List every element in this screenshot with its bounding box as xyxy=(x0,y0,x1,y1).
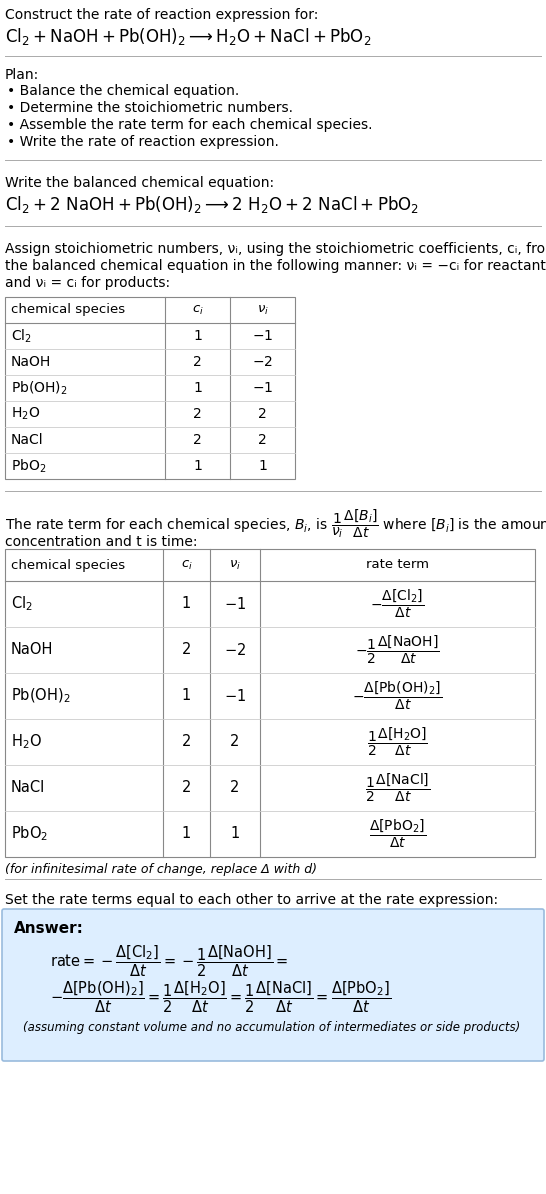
Text: (for infinitesimal rate of change, replace Δ with d): (for infinitesimal rate of change, repla… xyxy=(5,863,317,876)
Text: 1: 1 xyxy=(182,597,191,611)
Text: 2: 2 xyxy=(230,734,240,750)
Text: $-$1: $-$1 xyxy=(252,330,273,343)
Text: • Determine the stoichiometric numbers.: • Determine the stoichiometric numbers. xyxy=(7,101,293,115)
Text: NaCl: NaCl xyxy=(11,781,45,795)
Bar xyxy=(5,297,295,479)
Text: The rate term for each chemical species, $B_i$, is $\dfrac{1}{\nu_i}\dfrac{\Delt: The rate term for each chemical species,… xyxy=(5,507,546,540)
Text: rate term: rate term xyxy=(366,559,429,572)
Bar xyxy=(5,549,535,857)
Text: 2: 2 xyxy=(182,734,191,750)
Text: $-\dfrac{\Delta[\mathrm{Pb(OH)_2}]}{\Delta t}$: $-\dfrac{\Delta[\mathrm{Pb(OH)_2}]}{\Del… xyxy=(353,679,442,712)
Text: • Write the rate of reaction expression.: • Write the rate of reaction expression. xyxy=(7,135,279,149)
Text: NaCl: NaCl xyxy=(11,433,44,447)
Text: (assuming constant volume and no accumulation of intermediates or side products): (assuming constant volume and no accumul… xyxy=(23,1021,521,1034)
Text: 1: 1 xyxy=(193,330,202,343)
Text: concentration and t is time:: concentration and t is time: xyxy=(5,535,198,549)
Text: $\mathrm{Cl_2}$: $\mathrm{Cl_2}$ xyxy=(11,595,33,614)
Text: $\mathrm{Cl_2}$: $\mathrm{Cl_2}$ xyxy=(11,327,32,345)
Text: $c_i$: $c_i$ xyxy=(181,559,192,572)
Text: • Balance the chemical equation.: • Balance the chemical equation. xyxy=(7,84,239,98)
Text: 1: 1 xyxy=(182,689,191,703)
Text: $c_i$: $c_i$ xyxy=(192,303,204,316)
Text: 2: 2 xyxy=(182,642,191,658)
Text: Answer:: Answer: xyxy=(14,921,84,936)
Text: 1: 1 xyxy=(182,826,191,842)
Text: $-\dfrac{1}{2}\dfrac{\Delta[\mathrm{NaOH}]}{\Delta t}$: $-\dfrac{1}{2}\dfrac{\Delta[\mathrm{NaOH… xyxy=(355,634,440,666)
Text: $\mathrm{Cl_2 + 2\ NaOH + Pb(OH)_2 \longrightarrow 2\ H_2O + 2\ NaCl + PbO_2}$: $\mathrm{Cl_2 + 2\ NaOH + Pb(OH)_2 \long… xyxy=(5,193,419,215)
Text: $\mathrm{PbO_2}$: $\mathrm{PbO_2}$ xyxy=(11,825,48,843)
Text: 2: 2 xyxy=(193,433,202,447)
Text: NaOH: NaOH xyxy=(11,355,51,369)
Text: $\dfrac{1}{2}\dfrac{\Delta[\mathrm{H_2O}]}{\Delta t}$: $\dfrac{1}{2}\dfrac{\Delta[\mathrm{H_2O}… xyxy=(367,726,428,758)
Text: $-$2: $-$2 xyxy=(224,642,246,658)
Text: $\nu_i$: $\nu_i$ xyxy=(229,559,241,572)
Text: $-$2: $-$2 xyxy=(252,355,273,369)
FancyBboxPatch shape xyxy=(2,909,544,1061)
Text: $\mathrm{H_2O}$: $\mathrm{H_2O}$ xyxy=(11,733,42,751)
Text: 2: 2 xyxy=(258,433,267,447)
Text: $\mathrm{Pb(OH)_2}$: $\mathrm{Pb(OH)_2}$ xyxy=(11,380,68,396)
Text: 1: 1 xyxy=(230,826,240,842)
Text: the balanced chemical equation in the following manner: νᵢ = −cᵢ for reactants: the balanced chemical equation in the fo… xyxy=(5,259,546,273)
Text: 1: 1 xyxy=(258,458,267,473)
Text: 1: 1 xyxy=(193,458,202,473)
Text: Write the balanced chemical equation:: Write the balanced chemical equation: xyxy=(5,176,274,190)
Text: 2: 2 xyxy=(182,781,191,795)
Text: chemical species: chemical species xyxy=(11,303,125,316)
Text: $\nu_i$: $\nu_i$ xyxy=(257,303,269,316)
Text: 2: 2 xyxy=(230,781,240,795)
Text: $-$1: $-$1 xyxy=(224,688,246,704)
Text: $-\dfrac{\Delta[\mathrm{Cl_2}]}{\Delta t}$: $-\dfrac{\Delta[\mathrm{Cl_2}]}{\Delta t… xyxy=(370,587,425,620)
Text: Assign stoichiometric numbers, νᵢ, using the stoichiometric coefficients, cᵢ, fr: Assign stoichiometric numbers, νᵢ, using… xyxy=(5,242,546,256)
Text: $-\dfrac{\Delta[\mathrm{Pb(OH)_2}]}{\Delta t} = \dfrac{1}{2}\dfrac{\Delta[\mathr: $-\dfrac{\Delta[\mathrm{Pb(OH)_2}]}{\Del… xyxy=(50,979,391,1015)
Text: 2: 2 xyxy=(193,355,202,369)
Text: Construct the rate of reaction expression for:: Construct the rate of reaction expressio… xyxy=(5,8,318,21)
Text: 2: 2 xyxy=(258,407,267,421)
Text: 1: 1 xyxy=(193,381,202,395)
Text: Set the rate terms equal to each other to arrive at the rate expression:: Set the rate terms equal to each other t… xyxy=(5,893,498,907)
Text: $\dfrac{1}{2}\dfrac{\Delta[\mathrm{NaCl}]}{\Delta t}$: $\dfrac{1}{2}\dfrac{\Delta[\mathrm{NaCl}… xyxy=(365,771,430,805)
Text: $\mathrm{Cl_2 + NaOH + Pb(OH)_2 \longrightarrow H_2O + NaCl + PbO_2}$: $\mathrm{Cl_2 + NaOH + Pb(OH)_2 \longrig… xyxy=(5,26,371,47)
Text: $\dfrac{\Delta[\mathrm{PbO_2}]}{\Delta t}$: $\dfrac{\Delta[\mathrm{PbO_2}]}{\Delta t… xyxy=(369,818,426,850)
Text: NaOH: NaOH xyxy=(11,642,54,658)
Text: • Assemble the rate term for each chemical species.: • Assemble the rate term for each chemic… xyxy=(7,118,372,133)
Text: $\mathrm{H_2O}$: $\mathrm{H_2O}$ xyxy=(11,406,40,423)
Text: $-$1: $-$1 xyxy=(252,381,273,395)
Text: 2: 2 xyxy=(193,407,202,421)
Text: $\mathrm{PbO_2}$: $\mathrm{PbO_2}$ xyxy=(11,457,46,475)
Text: and νᵢ = cᵢ for products:: and νᵢ = cᵢ for products: xyxy=(5,276,170,290)
Text: Plan:: Plan: xyxy=(5,68,39,82)
Text: $\mathrm{Pb(OH)_2}$: $\mathrm{Pb(OH)_2}$ xyxy=(11,687,70,706)
Text: $-$1: $-$1 xyxy=(224,596,246,613)
Text: chemical species: chemical species xyxy=(11,559,125,572)
Text: $\mathrm{rate} = -\dfrac{\Delta[\mathrm{Cl_2}]}{\Delta t} = -\dfrac{1}{2}\dfrac{: $\mathrm{rate} = -\dfrac{\Delta[\mathrm{… xyxy=(50,943,288,979)
